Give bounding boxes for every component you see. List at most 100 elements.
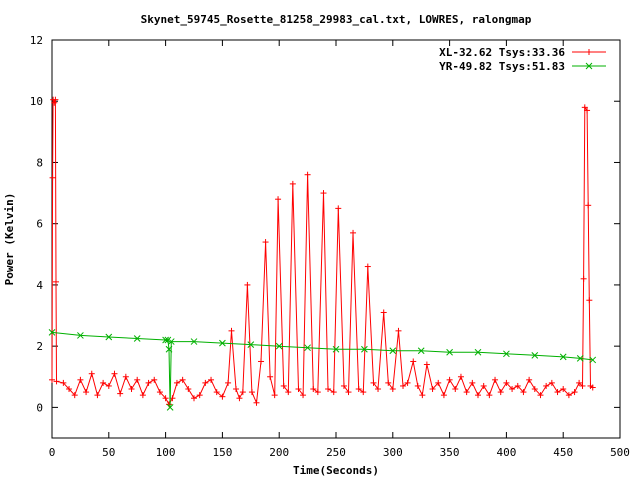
data-point [190,338,198,345]
data-point [219,393,226,400]
x-tick-label: 150 [212,446,232,459]
data-point [584,107,591,114]
data-point [580,275,587,282]
data-point [417,347,425,355]
x-tick-label: 50 [102,446,115,459]
data-point [531,351,539,359]
y-tick-label: 0 [36,401,43,414]
data-point [213,389,220,396]
data-point [164,336,172,344]
data-point [191,395,197,402]
data-point [300,392,307,399]
y-tick-label: 8 [36,156,43,169]
data-point [156,389,163,396]
data-point [429,386,436,393]
data-point [122,373,129,380]
data-point [520,389,527,396]
data-point [414,382,421,389]
data-point [526,376,533,383]
data-point [219,339,226,347]
data-point [576,379,583,386]
data-point [486,392,493,399]
data-point [88,370,95,377]
data-point [503,379,510,386]
data-point [340,382,347,389]
data-point [165,345,173,353]
data-point [335,205,342,212]
data-point [208,376,215,383]
data-point [586,297,593,304]
data-point [571,389,578,396]
data-point [100,379,107,386]
y-tick-label: 10 [30,95,43,108]
data-point [196,392,203,399]
data-point [275,196,282,203]
data-point [162,395,169,402]
data-point [350,229,357,236]
data-point [361,345,368,353]
data-point [330,389,337,396]
data-point [236,395,243,402]
data-point [304,171,311,178]
data-point [77,376,84,383]
data-point [244,281,251,288]
data-point [310,386,317,393]
data-point [94,392,101,399]
data-point [173,379,180,386]
x-tick-label: 100 [156,446,176,459]
x-tick-label: 200 [269,446,289,459]
data-point [332,345,340,353]
data-point [446,376,453,383]
x-tick-label: 350 [440,446,460,459]
data-point [474,348,482,356]
data-point [480,382,487,389]
data-point [166,404,174,411]
y-tick-label: 2 [36,340,43,353]
data-point [52,278,59,285]
x-tick-label: 0 [49,446,56,459]
data-point [325,386,332,393]
data-point [253,399,260,406]
data-point [531,386,538,393]
data-point [185,386,192,393]
data-point [364,263,371,270]
data-point [202,379,209,386]
data-point [585,202,592,209]
data-point [375,386,382,393]
data-point [404,379,411,386]
legend-marker [585,62,593,70]
data-point [295,386,302,393]
data-point [554,389,561,396]
data-point [228,327,235,334]
data-point [355,386,362,393]
data-point [565,392,572,399]
y-tick-label: 4 [36,279,43,292]
legend-label: YR-49.82 Tsys:51.83 [439,60,565,73]
data-point [514,382,521,389]
data-point [509,386,516,393]
data-point [380,309,387,316]
data-point [320,190,327,197]
data-point [139,392,146,399]
data-point [280,382,287,389]
x-tick-label: 400 [496,446,516,459]
data-point [385,379,392,386]
data-point [239,389,246,396]
y-tick-label: 6 [36,218,43,231]
data-point [179,376,186,383]
chart-title: Skynet_59745_Rosette_81258_29983_cal.txt… [141,13,532,26]
data-point [105,382,112,389]
data-point [111,370,118,377]
data-point [370,379,377,386]
data-point [389,386,396,393]
data-point [440,392,447,399]
data-point [275,342,283,350]
data-point [167,338,175,345]
data-point [77,332,84,339]
data-point [49,376,55,383]
data-point [395,327,402,334]
data-point [543,382,550,389]
data-point [423,361,430,368]
data-point [400,382,407,389]
